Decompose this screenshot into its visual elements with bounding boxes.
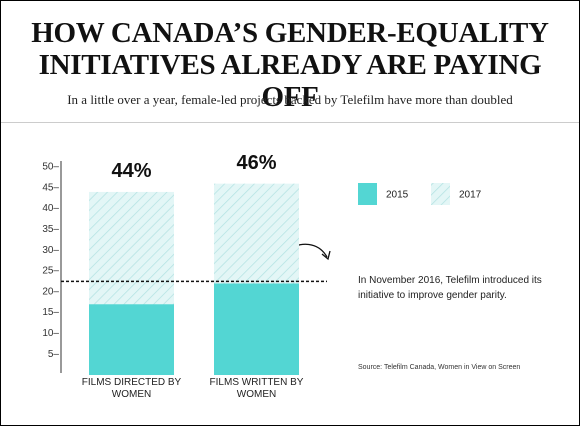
annotation: In November 2016, Telefilm introduced it… [358, 275, 542, 301]
y-tick-label: 25– [42, 266, 59, 277]
bar [89, 304, 174, 375]
y-tick-label: 15– [42, 307, 59, 318]
bar [214, 283, 299, 375]
x-tick-label: FILMS WRITTEN BY WOMEN [209, 377, 304, 400]
y-tick-label: 10– [42, 328, 59, 339]
y-tick-label: 30– [42, 245, 59, 256]
x-tick-label: FILMS DIRECTED BY WOMEN [81, 377, 182, 400]
chart-title: HOW CANADA’S GENDER-EQUALITY INITIATIVES… [31, 17, 549, 113]
y-tick-label: 35– [42, 224, 59, 235]
legend-swatch [431, 183, 450, 205]
chart-subtitle: In a little over a year, female-led proj… [67, 92, 513, 107]
value-label: 46% [236, 152, 276, 174]
arrow-head [321, 250, 331, 261]
y-tick-label: 5– [48, 349, 60, 360]
value-label: 44% [111, 160, 151, 182]
legend-swatch [358, 183, 377, 205]
legend-label: 2015 [386, 190, 409, 201]
legend-label: 2017 [459, 190, 482, 201]
y-tick-label: 45– [42, 182, 59, 193]
source: Source: Telefilm Canada, Women in View o… [358, 364, 521, 371]
divider [1, 122, 579, 123]
y-tick-label: 50– [42, 162, 59, 173]
y-tick-label: 40– [42, 203, 59, 214]
y-tick-label: 20– [42, 286, 59, 297]
